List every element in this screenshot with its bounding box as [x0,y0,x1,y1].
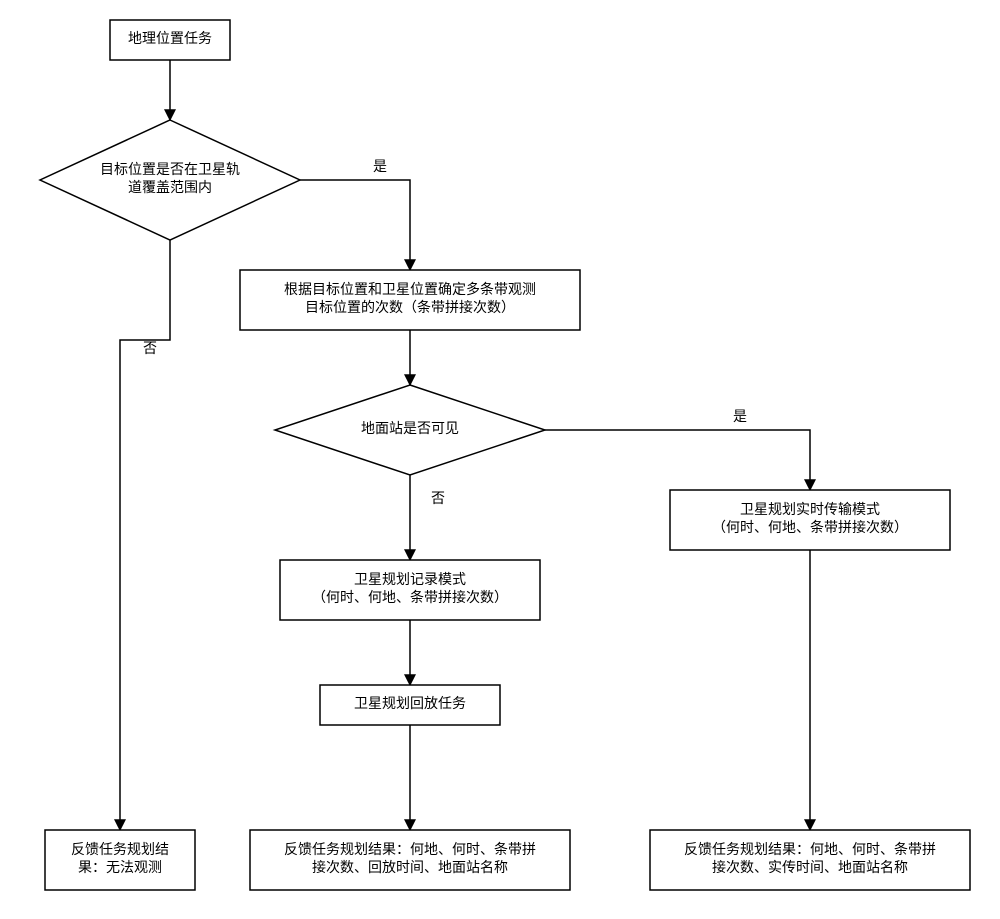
flowchart-canvas: 是否是否 地理位置任务目标位置是否在卫星轨道覆盖范围内根据目标位置和卫星位置确定… [0,0,1000,919]
svg-text:地理位置任务: 地理位置任务 [128,31,212,47]
node-n_record: 卫星规划记录模式（何时、何地、条带拼接次数） [280,560,540,620]
svg-text:（何时、何地、条带拼接次数）: （何时、何地、条带拼接次数） [712,519,908,536]
node-n_strips: 根据目标位置和卫星位置确定多条带观测目标位置的次数（条带拼接次数） [240,270,580,330]
node-d_coverage: 目标位置是否在卫星轨道覆盖范围内 [40,120,300,240]
svg-text:卫星规划实时传输模式: 卫星规划实时传输模式 [740,502,880,518]
svg-text:地面站是否可见: 地面站是否可见 [361,421,459,437]
edge-label-d_coverage-r_fail: 否 [143,342,157,357]
edge-label-d_coverage-n_strips: 是 [373,160,387,175]
svg-text:反馈任务规划结果：何地、何时、条带拼: 反馈任务规划结果：何地、何时、条带拼 [284,841,536,858]
edge-d_ground-n_rt [545,430,810,490]
node-n_rt: 卫星规划实时传输模式（何时、何地、条带拼接次数） [670,490,950,550]
svg-text:目标位置的次数（条带拼接次数）: 目标位置的次数（条带拼接次数） [305,299,515,316]
svg-text:果：无法观测: 果：无法观测 [78,860,162,876]
svg-text:反馈任务规划结: 反馈任务规划结 [71,842,169,858]
node-r_rt: 反馈任务规划结果：何地、何时、条带拼接次数、实传时间、地面站名称 [650,830,970,890]
edge-label-d_ground-n_rt: 是 [733,410,747,425]
edge-label-d_ground-n_record: 否 [431,492,445,507]
svg-text:卫星规划回放任务: 卫星规划回放任务 [354,696,466,712]
node-r_fail: 反馈任务规划结果：无法观测 [45,830,195,890]
svg-text:接次数、回放时间、地面站名称: 接次数、回放时间、地面站名称 [312,859,508,876]
edge-d_coverage-n_strips [300,180,410,270]
svg-text:根据目标位置和卫星位置确定多条带观测: 根据目标位置和卫星位置确定多条带观测 [284,281,536,298]
svg-text:（何时、何地、条带拼接次数）: （何时、何地、条带拼接次数） [312,589,508,606]
svg-text:道覆盖范围内: 道覆盖范围内 [128,179,212,196]
svg-text:接次数、实传时间、地面站名称: 接次数、实传时间、地面站名称 [712,859,908,876]
svg-text:目标位置是否在卫星轨: 目标位置是否在卫星轨 [100,162,240,178]
edge-d_coverage-r_fail [120,240,170,830]
svg-text:卫星规划记录模式: 卫星规划记录模式 [354,572,466,588]
nodes-layer: 地理位置任务目标位置是否在卫星轨道覆盖范围内根据目标位置和卫星位置确定多条带观测… [40,20,970,890]
node-d_ground: 地面站是否可见 [275,385,545,475]
node-n_playback: 卫星规划回放任务 [320,685,500,725]
node-start: 地理位置任务 [110,20,230,60]
svg-text:反馈任务规划结果：何地、何时、条带拼: 反馈任务规划结果：何地、何时、条带拼 [684,841,936,858]
node-r_record: 反馈任务规划结果：何地、何时、条带拼接次数、回放时间、地面站名称 [250,830,570,890]
